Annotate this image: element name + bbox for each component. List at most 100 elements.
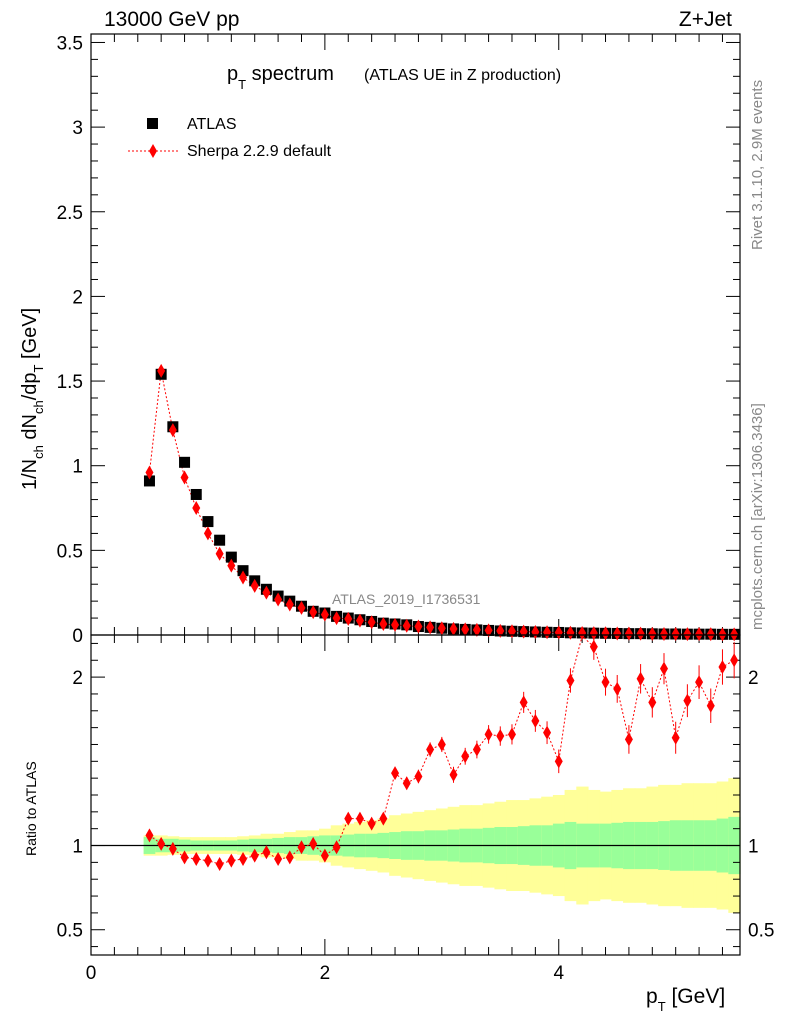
- legend-mc-label: Sherpa 2.2.9 default: [187, 143, 332, 160]
- ratio-mc-point: [543, 725, 552, 740]
- mc-point: [437, 621, 446, 636]
- legend-mc-marker: [149, 144, 157, 158]
- ratio-mc-point: [391, 766, 400, 781]
- mc-point: [297, 600, 306, 615]
- main-ylabel: 1/Nch dNch/dpT [GeV]: [19, 308, 46, 490]
- ratio-mc-point: [168, 841, 177, 856]
- ratio-mc-point: [332, 840, 341, 855]
- ratio-mc-point: [402, 776, 411, 791]
- mc-point: [601, 626, 610, 641]
- plot-title: pT spectrum: [227, 63, 334, 92]
- ratio-mc-point: [671, 730, 680, 745]
- ratio-mc-point: [566, 673, 575, 688]
- mc-point: [355, 613, 364, 628]
- mc-point: [472, 622, 481, 637]
- ratio-mc-point: [262, 845, 271, 860]
- ratio-ytick-label-right: 2: [748, 668, 759, 689]
- xtick-label: 4: [553, 963, 564, 984]
- mc-point: [589, 626, 598, 641]
- ratio-mc-point: [367, 816, 376, 831]
- ratio-frame: [90, 634, 741, 956]
- ratio-mc-point: [472, 742, 481, 757]
- ratio-mc-point: [250, 848, 259, 863]
- plot-title-rest: spectrum: [246, 63, 334, 85]
- mc-point: [168, 423, 177, 438]
- mc-point: [695, 627, 704, 642]
- ratio-mc-point: [706, 698, 715, 713]
- ratio-mc-point: [589, 639, 598, 654]
- legend-data-marker: [147, 118, 158, 129]
- ratio-mc-point: [145, 828, 154, 843]
- main-ytick-label: 2: [72, 287, 83, 308]
- mc-point: [192, 501, 201, 516]
- mc-point: [239, 570, 248, 585]
- mc-point: [718, 627, 727, 642]
- ratio-ytick-label-right: 0.5: [748, 921, 774, 942]
- ratio-mc-point: [297, 840, 306, 855]
- mc-point: [391, 617, 400, 632]
- data-point: [143, 475, 155, 487]
- ratio-mc-point: [157, 836, 166, 851]
- mc-point: [449, 621, 458, 636]
- ratio-mc-point: [624, 732, 633, 747]
- main-ytick-label: 0.5: [57, 541, 83, 562]
- mc-point: [543, 625, 552, 640]
- mc-point: [706, 627, 715, 642]
- ratio-mc-point: [519, 695, 528, 710]
- mc-point: [250, 578, 259, 593]
- mc-point: [484, 623, 493, 638]
- ratio-mc-point: [203, 853, 212, 868]
- ratio-mc-point: [636, 671, 645, 686]
- mc-point: [402, 618, 411, 633]
- main-ytick-label: 1: [72, 457, 83, 478]
- mc-point: [309, 605, 318, 620]
- ratio-mc-point: [601, 675, 610, 690]
- rivet-label: Rivet 3.1.10, 2.9M events: [749, 80, 766, 250]
- ratio-mc-point: [355, 811, 364, 826]
- legend-data-label: ATLAS: [187, 116, 237, 133]
- mc-point: [379, 616, 388, 631]
- ratio-ylabel: Ratio to ATLAS: [23, 761, 39, 856]
- ratio-ytick-label: 2: [72, 668, 83, 689]
- mc-point: [145, 465, 154, 480]
- ratio-mc-point: [192, 852, 201, 866]
- ratio-mc-point: [180, 850, 189, 865]
- mc-point: [157, 363, 166, 378]
- header-energy: 13000 GeV pp: [104, 8, 239, 31]
- ratio-mc-point: [496, 729, 505, 744]
- ratio-ytick-label: 0.5: [57, 921, 83, 942]
- main-ytick-label: 2.5: [57, 203, 83, 224]
- mc-point: [262, 585, 271, 600]
- mc-point: [730, 627, 739, 642]
- mc-point: [426, 620, 435, 635]
- ratio-mc-point: [648, 695, 657, 710]
- ratio-mc-point: [461, 749, 470, 764]
- mc-point: [578, 625, 587, 640]
- ratio-mc-line: [149, 635, 735, 865]
- mc-point: [274, 592, 283, 607]
- ratio-mc-point: [344, 811, 353, 826]
- ratio-mc-point: [274, 852, 283, 866]
- data-point: [190, 488, 202, 500]
- ratio-mc-point: [437, 737, 446, 752]
- ratio-mc-point: [215, 857, 224, 872]
- ratio-mc-point: [484, 727, 493, 742]
- mc-point: [285, 597, 294, 612]
- xtick-label: 2: [320, 963, 331, 984]
- main-ytick-label: 1.5: [57, 372, 83, 393]
- ratio-mc-point: [659, 661, 668, 676]
- ratio-mc-point: [554, 754, 563, 769]
- mc-point: [659, 626, 668, 641]
- ratio-mc-point: [239, 852, 248, 866]
- ratio-marks: [145, 633, 739, 872]
- main-ytick-label: 3.5: [57, 33, 83, 54]
- ratio-mc-point: [309, 836, 318, 851]
- data-point: [179, 456, 191, 468]
- ratio-mc-point: [507, 727, 516, 742]
- plot-title-sub: T: [238, 77, 246, 92]
- ratio-mc-point: [426, 742, 435, 757]
- watermark: ATLAS_2019_I1736531: [332, 591, 481, 607]
- mc-point: [683, 627, 692, 642]
- ratio-mc-point: [320, 848, 329, 863]
